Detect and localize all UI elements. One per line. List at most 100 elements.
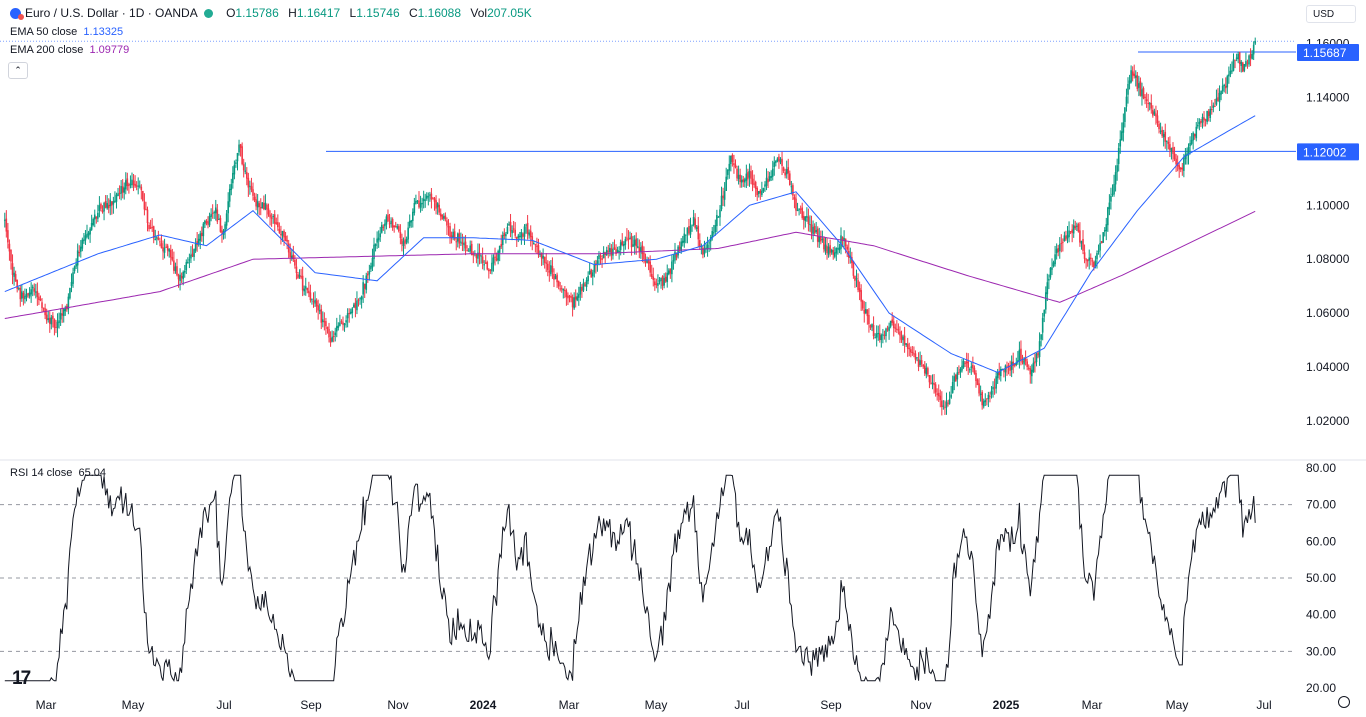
candle-body: [748, 170, 751, 178]
candle-body: [1134, 75, 1137, 78]
candle-body: [443, 216, 445, 219]
candle-body: [961, 365, 963, 371]
ema50-line: [4, 115, 1256, 373]
candle-body: [145, 208, 147, 210]
candle-body: [1229, 70, 1232, 75]
candle-body: [233, 164, 236, 175]
candle-body: [1121, 131, 1123, 141]
candle-body: [287, 243, 290, 253]
candle-body: [1083, 252, 1086, 259]
candle-body: [1079, 230, 1081, 243]
candle-body: [166, 245, 169, 251]
candle-body: [768, 176, 771, 181]
candle-body: [534, 244, 537, 246]
candle-body: [148, 224, 150, 230]
candle-body: [1086, 259, 1089, 262]
candle-body: [472, 254, 475, 256]
candle-body: [469, 245, 472, 252]
candle-body: [519, 235, 521, 238]
time-axis-tick-label: May: [645, 698, 668, 712]
candle-body: [25, 294, 28, 298]
candle-body: [1131, 71, 1134, 76]
candle-body: [810, 224, 813, 233]
candle-body: [1054, 254, 1056, 265]
candle-body: [28, 292, 31, 297]
candle-body: [655, 283, 658, 285]
candle-body: [59, 313, 62, 320]
candle-body: [419, 202, 422, 208]
candle-body: [152, 226, 155, 239]
candle-body: [999, 369, 1002, 377]
candle-body: [613, 247, 616, 250]
candle-body: [470, 243, 473, 256]
candle-body: [455, 241, 458, 243]
candle-body: [103, 202, 105, 212]
candle-body: [762, 188, 765, 192]
ema200-legend[interactable]: EMA 200 close 1.09779: [10, 44, 130, 56]
candle-body: [503, 233, 506, 237]
candle-body: [986, 398, 988, 400]
candle-body: [368, 271, 371, 275]
candle-body: [1037, 352, 1039, 356]
candle-body: [1122, 122, 1125, 133]
candle-body: [1051, 267, 1053, 270]
candle-body: [874, 337, 876, 339]
candle-body: [427, 196, 430, 198]
collapse-legend-button[interactable]: ⌃: [8, 62, 28, 79]
candle-body: [757, 191, 760, 195]
candle-body: [863, 309, 866, 314]
candle-body: [450, 235, 453, 239]
candle-body: [1043, 310, 1046, 317]
candle-body: [807, 216, 810, 225]
candle-body: [478, 252, 481, 257]
candle-body: [756, 188, 759, 196]
candle-body: [951, 382, 954, 393]
candle-body: [3, 219, 6, 221]
ema50-legend[interactable]: EMA 50 close 1.13325: [10, 26, 124, 38]
candle-body: [335, 326, 338, 332]
candle-body: [1139, 81, 1142, 96]
candle-body: [726, 169, 729, 175]
candle-body: [1172, 147, 1174, 154]
candle-body: [309, 292, 312, 301]
currency-select[interactable]: USD: [1306, 5, 1356, 23]
candle-body: [770, 175, 772, 178]
candle-body: [891, 319, 893, 323]
candle-body: [1065, 235, 1067, 240]
candle-body: [1251, 53, 1253, 60]
candle-body: [151, 226, 153, 228]
candle-body: [492, 257, 495, 264]
candle-body: [609, 247, 611, 252]
candle-body: [587, 275, 589, 282]
candle-body: [978, 383, 980, 394]
candle-body: [930, 382, 932, 384]
candle-body: [505, 234, 507, 237]
candle-body: [622, 243, 625, 247]
candle-body: [143, 201, 146, 210]
candle-body: [956, 372, 959, 380]
candle-body: [1049, 267, 1052, 278]
candle-body: [578, 294, 580, 298]
candle-body: [388, 223, 391, 225]
candle-body: [571, 297, 574, 308]
candle-body: [477, 252, 479, 259]
candle-body: [1110, 195, 1112, 202]
candle-body: [644, 259, 647, 263]
candle-body: [1066, 235, 1069, 239]
candle-body: [1161, 129, 1163, 136]
candle-body: [601, 257, 603, 260]
candle-body: [599, 255, 602, 257]
price-axis-tick-label: 1.06000: [1306, 306, 1350, 320]
candle-body: [633, 239, 636, 246]
rsi-legend[interactable]: RSI 14 close 65.04: [10, 467, 107, 479]
candle-body: [351, 308, 354, 313]
candle-body: [1031, 369, 1033, 377]
candle-body: [910, 349, 912, 353]
candle-body: [211, 212, 214, 214]
candle-body: [745, 173, 748, 181]
candle-body: [1068, 230, 1070, 238]
candle-body: [605, 249, 608, 256]
candle-body: [101, 210, 104, 213]
gear-icon[interactable]: [1338, 696, 1350, 708]
